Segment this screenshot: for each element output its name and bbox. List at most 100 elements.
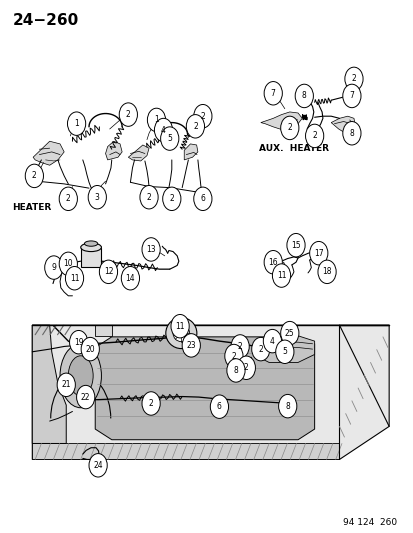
Text: 24−260: 24−260 <box>12 13 78 28</box>
Circle shape <box>278 394 296 418</box>
Text: 2: 2 <box>126 110 131 119</box>
Text: 8: 8 <box>349 129 354 138</box>
Circle shape <box>210 395 228 418</box>
Circle shape <box>142 392 160 415</box>
Text: 2: 2 <box>287 124 292 132</box>
Circle shape <box>309 241 327 265</box>
Ellipse shape <box>84 241 97 246</box>
Circle shape <box>263 82 282 105</box>
Text: 2: 2 <box>32 172 37 180</box>
Polygon shape <box>32 325 66 443</box>
Text: 3: 3 <box>95 193 100 201</box>
Text: 19: 19 <box>74 338 83 346</box>
Circle shape <box>119 103 137 126</box>
Text: 2: 2 <box>311 132 316 140</box>
Text: 16: 16 <box>268 258 278 266</box>
Text: 7: 7 <box>270 89 275 98</box>
Circle shape <box>224 344 242 368</box>
Text: 11: 11 <box>175 322 184 330</box>
Ellipse shape <box>60 344 101 408</box>
Ellipse shape <box>173 325 189 342</box>
Circle shape <box>272 264 290 287</box>
Circle shape <box>59 187 77 211</box>
Text: 94 124  260: 94 124 260 <box>342 518 396 527</box>
Circle shape <box>193 104 211 128</box>
Polygon shape <box>128 145 149 161</box>
Ellipse shape <box>165 318 197 349</box>
Circle shape <box>160 127 178 150</box>
Polygon shape <box>33 141 64 165</box>
Text: 14: 14 <box>125 274 135 282</box>
Circle shape <box>59 252 77 276</box>
Text: 21: 21 <box>62 381 71 389</box>
Circle shape <box>76 385 95 409</box>
Text: 11: 11 <box>70 274 79 282</box>
Ellipse shape <box>68 356 93 395</box>
Text: 25: 25 <box>284 329 294 337</box>
Text: 20: 20 <box>85 345 95 353</box>
Circle shape <box>280 116 298 140</box>
Circle shape <box>226 359 244 382</box>
Polygon shape <box>32 443 339 459</box>
Text: 2: 2 <box>66 195 71 203</box>
Circle shape <box>182 334 200 357</box>
Text: AUX.  HEATER: AUX. HEATER <box>258 144 328 153</box>
Text: 9: 9 <box>51 263 56 272</box>
Ellipse shape <box>81 243 101 252</box>
Polygon shape <box>105 141 122 160</box>
Text: 22: 22 <box>81 393 90 401</box>
Text: 7: 7 <box>349 92 354 100</box>
Circle shape <box>305 124 323 148</box>
Circle shape <box>193 187 211 211</box>
Text: 2: 2 <box>200 112 205 120</box>
Text: 5: 5 <box>167 134 172 143</box>
Circle shape <box>342 84 360 108</box>
Circle shape <box>88 185 106 209</box>
Text: 2: 2 <box>169 195 174 203</box>
Polygon shape <box>95 325 112 336</box>
Circle shape <box>69 330 88 354</box>
Circle shape <box>186 115 204 138</box>
Text: 2: 2 <box>231 352 236 360</box>
Text: 6: 6 <box>200 195 205 203</box>
Text: 2: 2 <box>237 342 242 351</box>
Circle shape <box>251 337 269 361</box>
Circle shape <box>57 373 75 397</box>
Text: 10: 10 <box>63 260 73 268</box>
Text: 6: 6 <box>216 402 221 411</box>
Circle shape <box>286 233 304 257</box>
Circle shape <box>147 108 165 132</box>
Circle shape <box>65 266 83 290</box>
Circle shape <box>317 260 335 284</box>
Text: 13: 13 <box>146 245 156 254</box>
Circle shape <box>294 84 313 108</box>
Circle shape <box>45 256 63 279</box>
Text: 17: 17 <box>313 249 323 257</box>
Circle shape <box>25 164 43 188</box>
Polygon shape <box>256 336 314 362</box>
Text: 24: 24 <box>93 461 103 470</box>
Circle shape <box>280 321 298 345</box>
Text: 2: 2 <box>243 364 248 372</box>
Circle shape <box>121 266 139 290</box>
Text: 8: 8 <box>301 92 306 100</box>
Circle shape <box>275 340 293 364</box>
Circle shape <box>89 454 107 477</box>
Polygon shape <box>260 112 301 130</box>
Polygon shape <box>32 325 388 459</box>
Circle shape <box>237 356 255 379</box>
Text: 1: 1 <box>154 116 159 124</box>
Text: 18: 18 <box>322 268 331 276</box>
Circle shape <box>230 335 249 358</box>
Text: 1: 1 <box>74 119 79 128</box>
Circle shape <box>81 337 99 361</box>
Polygon shape <box>81 248 101 266</box>
Text: 5: 5 <box>282 348 287 356</box>
Text: 4: 4 <box>161 126 166 134</box>
Text: 4: 4 <box>269 337 274 345</box>
Polygon shape <box>184 144 197 160</box>
Text: 2: 2 <box>258 345 263 353</box>
Circle shape <box>99 260 117 284</box>
Circle shape <box>142 238 160 261</box>
Circle shape <box>344 67 362 91</box>
